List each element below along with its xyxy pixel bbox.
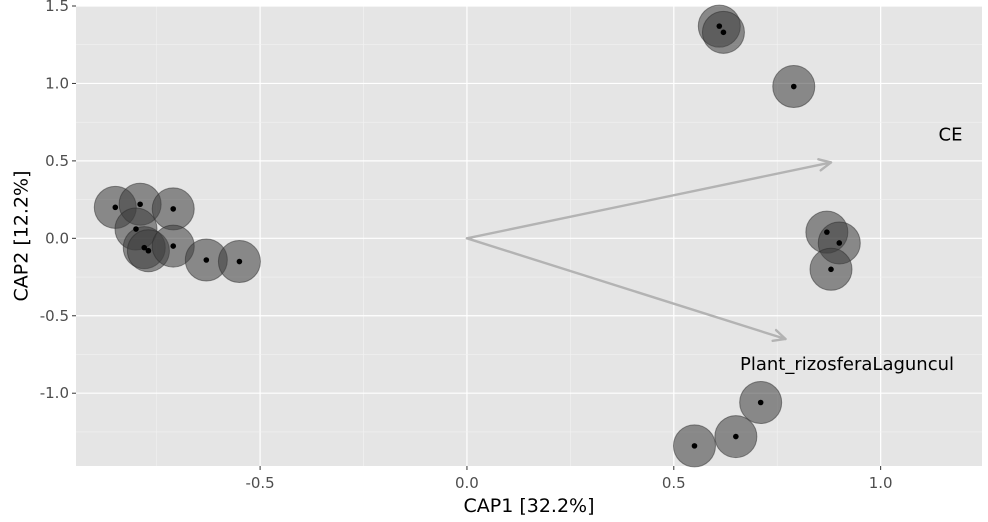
sample-point: [716, 23, 723, 29]
sample-point: [141, 244, 148, 251]
x-tick-label: 1.0: [869, 474, 893, 492]
sample-point: [170, 243, 177, 249]
sample-point: [170, 206, 177, 212]
arrow-label: Plant_rizosferaLaguncul: [740, 354, 954, 375]
y-tick-label: 1.5: [45, 0, 69, 15]
sample-point: [112, 204, 119, 211]
y-tick-label: 1.0: [45, 74, 69, 92]
arrow-shaft: [465, 161, 833, 240]
arrow-head: [771, 328, 787, 343]
sample-point: [836, 240, 843, 246]
arrow-shaft: [465, 237, 787, 341]
sample-point: [236, 258, 243, 265]
x-axis-ticks: -0.5 0.0 0.5 1.0: [245, 466, 893, 492]
x-tick-label: -0.5: [245, 474, 274, 492]
arrow-label: CE: [939, 125, 963, 146]
y-axis-title: CAP2 [12.2%]: [11, 170, 33, 301]
y-axis-ticks: 1.5 1.0 0.5 0.0 -0.5 -1.0: [40, 0, 76, 402]
sample-point: [145, 247, 152, 254]
constraint-arrows: CE Plant_rizosferaLaguncul: [465, 125, 963, 375]
gridlines: [76, 5, 982, 466]
sample-point: [828, 266, 834, 273]
x-tick-label: 0.0: [455, 474, 479, 492]
sample-point: [790, 83, 797, 90]
sample-point: [133, 226, 139, 232]
sample-point: [203, 257, 210, 263]
arrow-head: [817, 158, 833, 172]
y-tick-label: 0.0: [45, 229, 69, 247]
sample-point: [720, 29, 727, 36]
y-tick-label: 0.5: [45, 152, 69, 170]
sample-point: [691, 443, 698, 449]
y-tick-label: -1.0: [40, 384, 69, 402]
x-tick-label: 0.5: [662, 474, 686, 492]
sample-point: [733, 433, 739, 440]
sample-point: [137, 201, 143, 208]
sample-point: [757, 399, 764, 406]
y-tick-label: -0.5: [40, 307, 69, 325]
x-axis-title: CAP1 [32.2%]: [463, 495, 594, 517]
sample-point: [824, 229, 830, 235]
sample-points: [112, 23, 843, 449]
